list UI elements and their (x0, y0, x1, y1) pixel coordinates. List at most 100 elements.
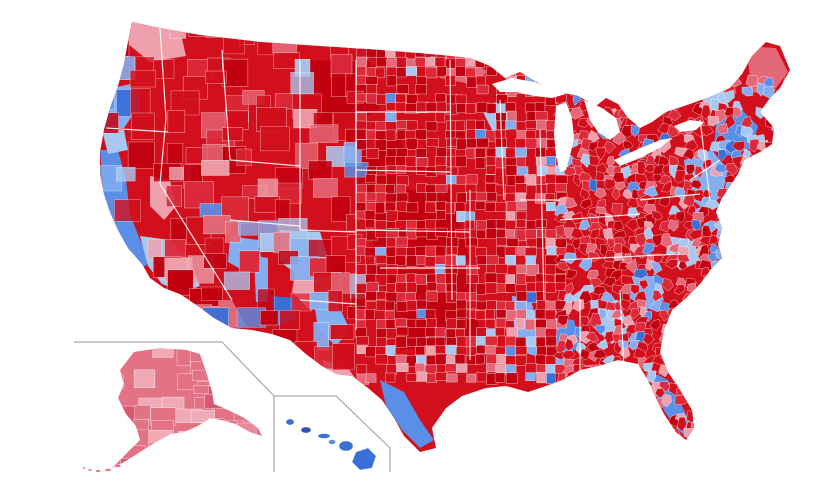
county (455, 94, 467, 104)
county (356, 66, 367, 77)
county (674, 169, 687, 184)
county (578, 258, 593, 272)
county (435, 111, 446, 123)
county (620, 362, 631, 376)
county (436, 283, 446, 293)
county (476, 40, 487, 50)
county (677, 76, 688, 86)
county (475, 300, 488, 311)
county (625, 85, 639, 97)
county (620, 419, 634, 430)
alaska-borough (192, 369, 218, 382)
county (667, 124, 680, 138)
alaska-borough (178, 431, 190, 448)
county (375, 346, 386, 356)
county (130, 88, 151, 117)
county (729, 348, 743, 360)
county (749, 420, 761, 433)
county (486, 147, 497, 158)
county (630, 389, 644, 400)
county (436, 210, 446, 220)
county (396, 165, 407, 174)
alaska-borough (179, 457, 191, 468)
county (425, 57, 436, 67)
county (643, 404, 652, 415)
county (591, 379, 600, 394)
county (446, 103, 458, 115)
county (386, 102, 398, 111)
county (456, 103, 466, 114)
county (754, 301, 768, 314)
county (385, 246, 397, 257)
county (505, 300, 515, 311)
county (756, 163, 769, 177)
county (667, 219, 679, 232)
county (385, 156, 397, 167)
county (764, 254, 777, 268)
alaska-borough (207, 385, 224, 395)
aleutian-island (114, 464, 122, 468)
county (667, 109, 682, 121)
alaska-borough (133, 419, 149, 431)
county (594, 379, 610, 394)
county (724, 386, 737, 399)
alaska-borough (249, 409, 262, 422)
county (781, 358, 790, 368)
county (780, 395, 790, 410)
county (415, 148, 427, 158)
county (425, 67, 438, 79)
county (376, 39, 388, 50)
county (260, 310, 279, 326)
county (756, 83, 769, 97)
county (425, 192, 438, 203)
county (710, 259, 724, 275)
county (506, 237, 519, 247)
county (505, 147, 517, 159)
county (415, 246, 427, 256)
county (693, 358, 705, 372)
county (415, 228, 428, 238)
county (516, 273, 527, 285)
county (504, 255, 516, 266)
county (589, 155, 600, 167)
county (702, 314, 714, 329)
county (749, 138, 761, 153)
county (426, 318, 437, 329)
county (715, 345, 728, 360)
county (739, 388, 752, 403)
county (723, 300, 738, 314)
county (495, 40, 507, 52)
county (415, 346, 425, 356)
county (426, 373, 437, 383)
county (584, 332, 600, 342)
county (406, 40, 417, 51)
county (660, 180, 672, 193)
county (435, 201, 447, 211)
county (416, 66, 428, 77)
county (612, 404, 624, 415)
county (748, 279, 760, 290)
county (780, 349, 790, 362)
county (692, 405, 705, 417)
county (455, 175, 467, 185)
county (644, 107, 658, 118)
county (766, 103, 777, 113)
county (416, 157, 429, 167)
county (737, 180, 753, 192)
county (732, 243, 746, 255)
county (758, 311, 770, 324)
county (626, 403, 640, 415)
alaska-borough (162, 467, 186, 468)
county (313, 112, 333, 127)
county (764, 181, 778, 193)
county (723, 234, 738, 249)
county (495, 201, 507, 212)
county (425, 102, 437, 112)
county (586, 92, 598, 103)
county (525, 138, 538, 149)
county (385, 48, 396, 59)
county (414, 274, 427, 285)
county (366, 48, 378, 58)
county (375, 67, 386, 79)
county (755, 372, 768, 383)
